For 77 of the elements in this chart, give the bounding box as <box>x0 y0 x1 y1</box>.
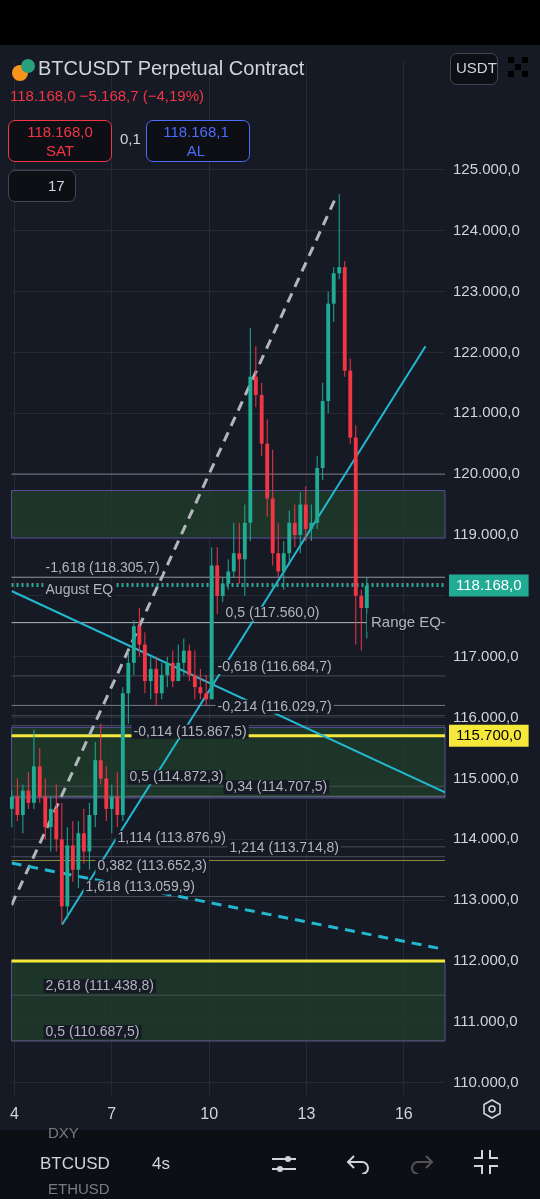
candlestick <box>148 656 153 700</box>
candlestick <box>165 656 170 688</box>
y-tick-label: 122.000,0 <box>453 342 520 360</box>
text: ETHUSD <box>48 1180 110 1197</box>
y-tick-label: 116.000,0 <box>453 707 519 725</box>
candlestick <box>176 644 181 682</box>
x-tick-label: 4 <box>10 1105 19 1123</box>
y-tick-label: 111.000,0 <box>453 1012 518 1030</box>
candlestick <box>48 796 53 853</box>
annotation: AL <box>185 142 207 159</box>
y-tick-label: 120.000,0 <box>453 464 520 482</box>
ref-line-label: 1,214 (113.714,8) <box>229 838 340 855</box>
text: BTCUSD <box>40 1154 110 1174</box>
text: DXY <box>48 1124 79 1141</box>
annotation: Range EQ <box>370 612 441 630</box>
annotation: 17 <box>48 177 65 194</box>
candlestick <box>309 504 314 542</box>
annotation: 0,1 <box>120 130 141 147</box>
x-tick-label: 10 <box>200 1105 219 1123</box>
x-tick-label: 7 <box>107 1105 117 1123</box>
ref-line-label: 0,5 (114.872,3) <box>129 768 224 785</box>
ref-line-label: 2,618 (111.438,8) <box>45 977 154 994</box>
candlestick <box>170 650 175 688</box>
y-tick-label: 115.000,0 <box>453 768 519 786</box>
candlestick <box>181 637 186 676</box>
ref-line-label: -1,618 (118.305,7) <box>45 559 160 576</box>
annotation: SAT <box>44 142 76 159</box>
y-tick-label: 113.000,0 <box>453 890 519 908</box>
candlestick <box>276 522 281 579</box>
candlestick <box>204 674 209 706</box>
x-tick-label: 16 <box>394 1105 413 1123</box>
ref-line-label: -0,214 (116.029,7) <box>217 697 332 714</box>
candlestick <box>198 668 203 700</box>
y-tick-label: 119.000,0 <box>453 525 519 543</box>
candlestick <box>231 522 236 579</box>
y-tick-label: 123.000,0 <box>453 281 520 299</box>
y-tick-label: 121.000,0 <box>453 403 520 421</box>
ref-line-label: -0,618 (116.684,7) <box>217 657 332 674</box>
y-tick-label: 114.000,0 <box>453 829 519 847</box>
y-tick-label: 117.000,0 <box>453 646 519 664</box>
ref-line-label: 1,114 (113.876,9) <box>117 828 226 845</box>
candlestick <box>253 345 258 408</box>
candlestick <box>192 650 197 700</box>
ref-line-label: 0,5 (110.687,5) <box>45 1022 140 1039</box>
ref-line-label: 0,34 (114.707,5) <box>225 778 328 795</box>
x-tick-label: 13 <box>297 1105 316 1123</box>
candlestick <box>159 662 164 700</box>
candlestick <box>292 504 297 548</box>
candlestick <box>81 808 86 865</box>
candlestick <box>15 777 20 822</box>
ref-line-label: 0,5 (117.560,0) <box>225 604 320 621</box>
annotation: 118.168,1 <box>162 123 230 140</box>
candlestick <box>9 790 14 828</box>
text: 118.168,0 −5.168,7 (−4,19%) <box>10 87 205 104</box>
candlestick <box>115 771 120 828</box>
ref-line-label: August EQ <box>45 580 114 597</box>
ref-line-label: -0,114 (115.867,5) <box>133 722 247 739</box>
candlestick <box>237 522 242 585</box>
y-tick-label: 112.000,0 <box>453 951 519 969</box>
ref-line-label: 1,618 (113.059,9) <box>85 878 196 895</box>
candlestick <box>137 607 142 658</box>
text: USDT <box>456 59 497 76</box>
ref-line-label: 115.700,0 <box>456 726 522 743</box>
y-tick-label: 125.000,0 <box>453 159 520 177</box>
chart-title: BTCUSDT Perpetual Contract <box>38 57 305 80</box>
candlestick <box>337 193 342 280</box>
y-tick-label: 110.000,0 <box>453 1072 519 1090</box>
candlestick <box>220 577 225 603</box>
annotation: 118.168,0 <box>26 123 94 140</box>
candlestick <box>359 589 364 652</box>
text: 4s <box>152 1154 170 1174</box>
candlestick <box>98 723 103 786</box>
candlestick <box>109 784 114 834</box>
ref-line-label: 0,382 (113.652,3) <box>97 857 208 874</box>
ref-line-label: 118.168,0 <box>456 575 522 593</box>
y-tick-label: 124.000,0 <box>453 220 520 238</box>
candlestick <box>26 771 31 810</box>
